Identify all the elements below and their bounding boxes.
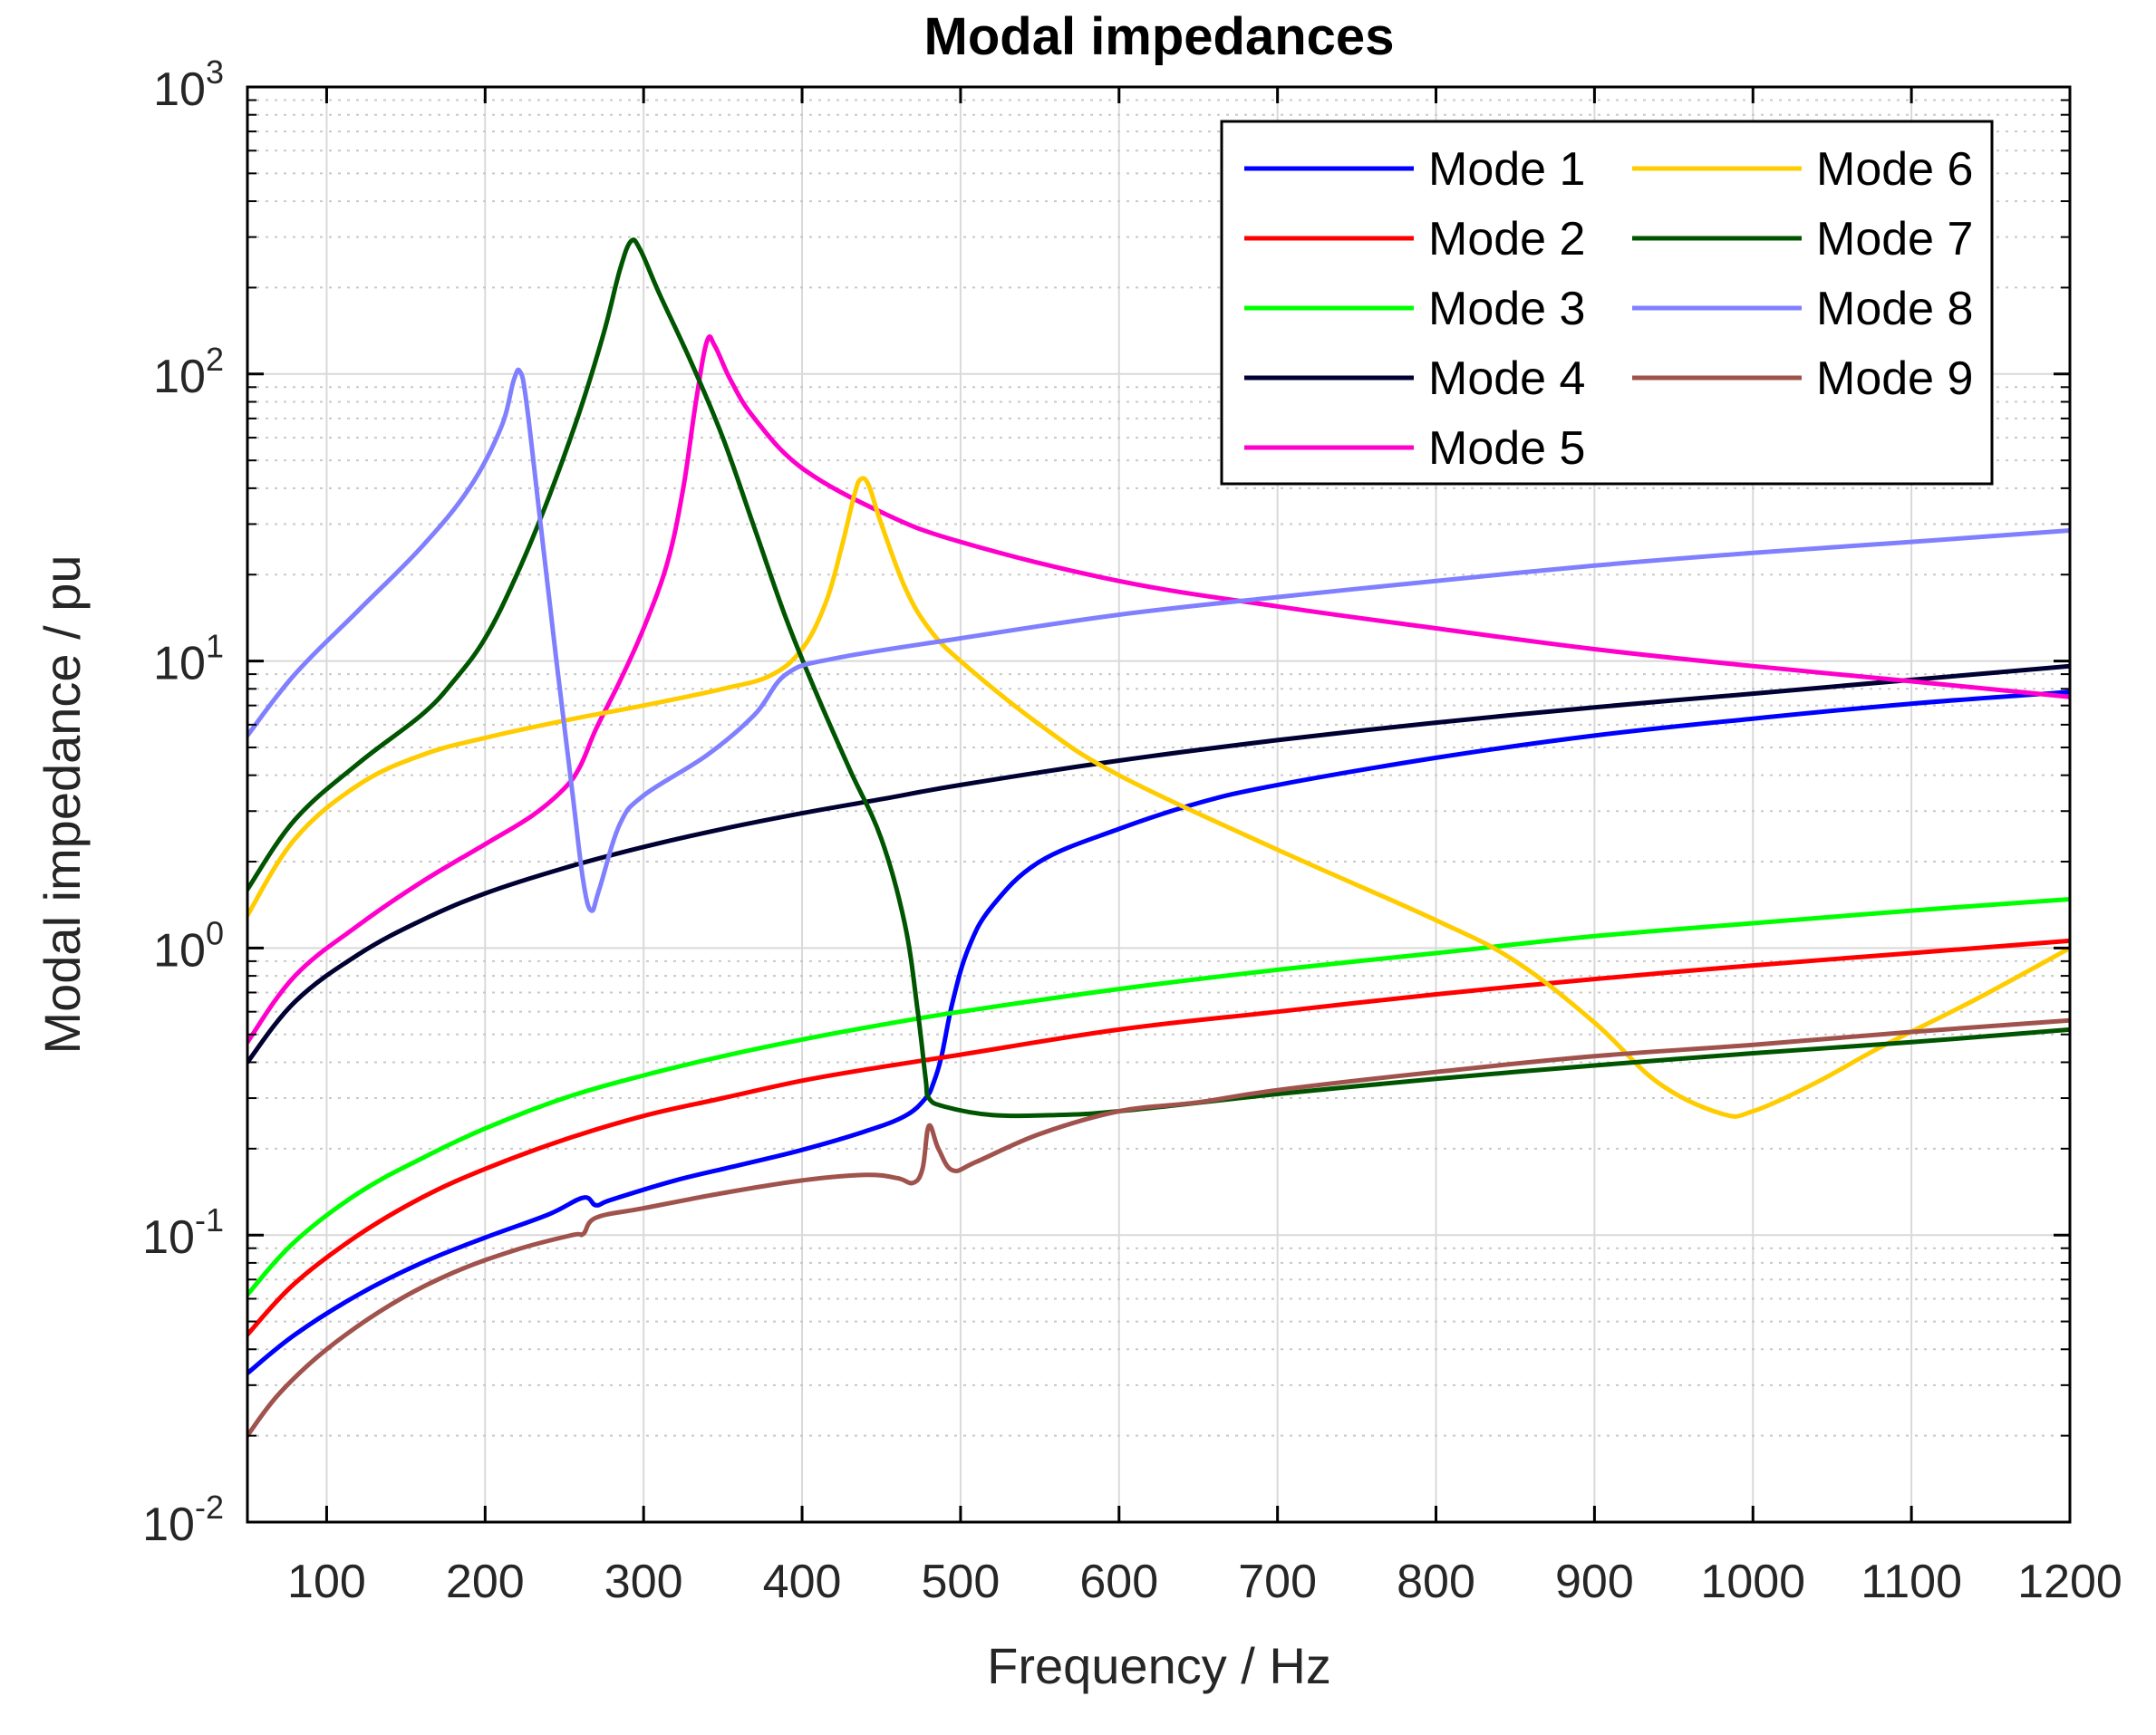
- series-line-mode-4: [247, 663, 2070, 1065]
- legend-entry-mode-6: Mode 6: [1632, 143, 1973, 196]
- x-tick-label: 800: [1397, 1556, 1475, 1608]
- x-tick-label: 500: [922, 1556, 1001, 1608]
- plot-area-frame: [246, 85, 2072, 1524]
- y-tick-label: 102: [153, 341, 224, 403]
- y-tick-labels: 10-2 10-1 100 101 102 103: [142, 53, 224, 1551]
- legend-label: Mode 2: [1428, 213, 1585, 265]
- legend-entry-mode-4: Mode 4: [1244, 352, 1585, 405]
- y-axis-label: Modal impedance / pu: [34, 554, 91, 1054]
- legend-label: Mode 5: [1428, 422, 1585, 475]
- y-tick-label: 101: [153, 628, 224, 690]
- legend-entry-mode-1: Mode 1: [1244, 143, 1585, 196]
- x-tick-label: 700: [1238, 1556, 1317, 1608]
- legend-label: Mode 9: [1816, 352, 1973, 405]
- legend-label: Mode 3: [1428, 283, 1585, 335]
- x-tick-label: 900: [1555, 1556, 1634, 1608]
- series-line-mode-3: [247, 897, 2070, 1297]
- series-line-mode-2: [247, 938, 2070, 1337]
- x-tick-labels: 100 200 300 400 500 600 700 800 900 1000 1100 1200: [287, 1556, 2122, 1608]
- legend-label: Mode 1: [1428, 143, 1585, 196]
- x-tick-label: 100: [287, 1556, 366, 1608]
- series-line-mode-8: [247, 367, 2070, 913]
- legend-entry-mode-7: Mode 7: [1632, 213, 1973, 265]
- legend-entry-mode-2: Mode 2: [1244, 213, 1585, 265]
- chart-title: Modal impedances: [924, 7, 1395, 66]
- data-series: [247, 237, 2070, 1439]
- x-tick-label: 1000: [1700, 1556, 1805, 1608]
- legend-entry-mode-9: Mode 9: [1632, 352, 1973, 405]
- series-line-mode-7: [247, 237, 2070, 1119]
- series-line-mode-5: [247, 334, 2070, 1045]
- legend-label: Mode 8: [1816, 283, 1973, 335]
- x-tick-label: 1200: [2017, 1556, 2122, 1608]
- legend-box: [1220, 120, 1994, 486]
- axis-ticks: [247, 85, 2072, 1524]
- y-tick-label: 10-2: [142, 1489, 224, 1551]
- series-line-mode-9: [247, 1017, 2070, 1439]
- x-tick-label: 400: [763, 1556, 842, 1608]
- legend-label: Mode 6: [1816, 143, 1973, 196]
- series-line-mode-1: [247, 689, 2070, 1376]
- x-tick-label: 600: [1079, 1556, 1158, 1608]
- legend-label: Mode 4: [1428, 352, 1585, 405]
- legend-entry-mode-8: Mode 8: [1632, 283, 1973, 335]
- x-tick-label: 300: [604, 1556, 683, 1608]
- legend: Mode 1 Mode 2 Mode 3 Mode 4 Mode 5 Mode 6 Mode…: [1220, 120, 1994, 486]
- y-tick-label: 103: [153, 53, 224, 116]
- x-tick-label: 200: [446, 1556, 525, 1608]
- y-tick-label: 10-1: [142, 1201, 224, 1264]
- legend-entry-mode-3: Mode 3: [1244, 283, 1585, 335]
- x-tick-label: 1100: [1861, 1556, 1962, 1608]
- y-tick-label: 100: [153, 914, 224, 977]
- x-axis-label: Frequency / Hz: [987, 1637, 1331, 1694]
- legend-label: Mode 7: [1816, 213, 1973, 265]
- legend-entry-mode-5: Mode 5: [1244, 422, 1585, 475]
